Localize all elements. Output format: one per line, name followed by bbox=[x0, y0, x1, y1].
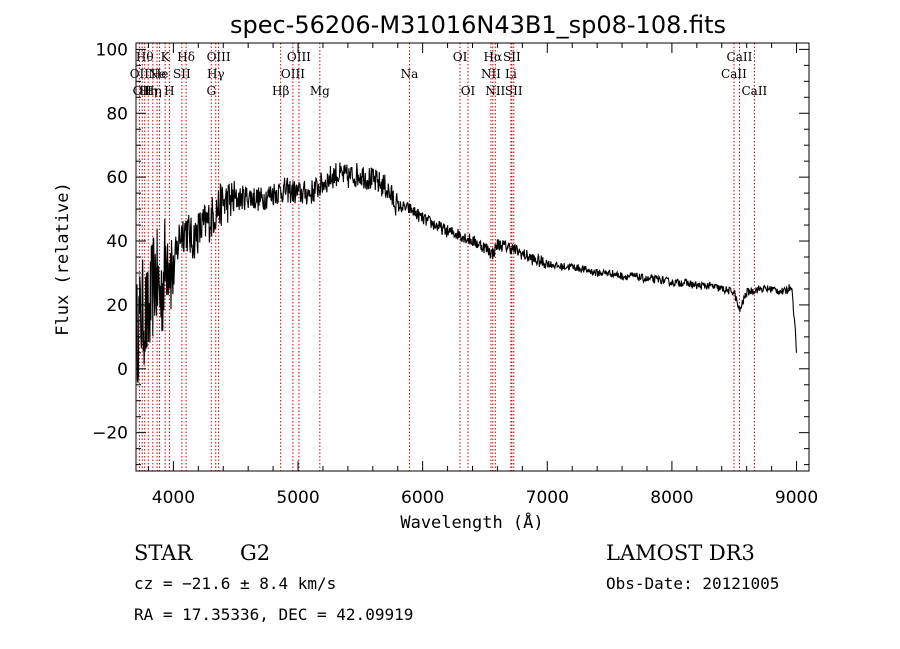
y-axis-label: Flux (relative) bbox=[53, 182, 73, 336]
emission-line-label: OII bbox=[133, 84, 153, 98]
x-tick-label: 8000 bbox=[650, 488, 693, 508]
redshift-text: cz = −21.6 ± 8.4 km/s bbox=[134, 574, 336, 593]
y-tick-label: 40 bbox=[106, 232, 128, 252]
emission-line-label: SII bbox=[173, 67, 191, 81]
x-axis-label: Wavelength (Å) bbox=[400, 511, 543, 533]
emission-line-label: OIII bbox=[287, 50, 311, 64]
y-tick-label: 0 bbox=[117, 360, 128, 380]
emission-line-label: He bbox=[151, 67, 169, 81]
emission-line-label: OIII bbox=[281, 67, 305, 81]
y-tick-label: 60 bbox=[106, 168, 128, 188]
emission-line-label: Hη bbox=[139, 84, 157, 98]
emission-line-label: K bbox=[161, 50, 171, 64]
emission-line-label: Ne bbox=[148, 67, 166, 81]
emission-line-label: Na bbox=[401, 67, 419, 81]
y-tick-label: 20 bbox=[106, 296, 128, 316]
emission-line-label: Li bbox=[505, 67, 517, 81]
plot-frame bbox=[135, 42, 810, 472]
x-tick-label: 9000 bbox=[775, 488, 818, 508]
emission-line-label: H bbox=[164, 84, 174, 98]
emission-line-label: Hβ bbox=[272, 84, 289, 98]
y-axis-ticks: −20 0 20 40 60 80 100 bbox=[92, 40, 809, 466]
chart-title: spec-56206-M31016N43B1_sp08-108.fits bbox=[230, 11, 726, 39]
emission-line-label: Hγ bbox=[207, 67, 225, 81]
object-subclass: G2 bbox=[240, 541, 270, 565]
emission-line-label: Hη bbox=[144, 84, 162, 98]
emission-line-label: CaII bbox=[727, 50, 753, 64]
x-tick-label: 7000 bbox=[526, 488, 569, 508]
object-class: STAR bbox=[134, 541, 193, 565]
x-tick-label: 6000 bbox=[401, 488, 444, 508]
emission-line-markers bbox=[138, 43, 755, 471]
emission-line-label: Hθ bbox=[136, 50, 154, 64]
x-tick-label: 4000 bbox=[152, 488, 195, 508]
x-tick-label: 5000 bbox=[276, 488, 319, 508]
emission-line-label: SII bbox=[503, 50, 521, 64]
emission-line-label: OI bbox=[461, 84, 476, 98]
x-axis-ticks: 4000 5000 6000 7000 8000 9000 bbox=[147, 43, 818, 508]
emission-line-label: NII bbox=[485, 84, 505, 98]
emission-line-label: OI bbox=[453, 50, 468, 64]
observation-date: Obs-Date: 20121005 bbox=[606, 574, 779, 593]
emission-line-label: OII bbox=[130, 67, 150, 81]
emission-line-label: OIII bbox=[207, 50, 231, 64]
emission-line-label: G bbox=[206, 84, 216, 98]
emission-line-label: Mg bbox=[310, 84, 330, 98]
y-tick-label: 80 bbox=[106, 104, 128, 124]
spectrum-series-line bbox=[135, 162, 798, 384]
emission-line-label: Hα bbox=[484, 50, 503, 64]
emission-line-label: NII bbox=[481, 67, 501, 81]
y-tick-label: −20 bbox=[92, 424, 128, 444]
emission-line-label: Hδ bbox=[177, 50, 195, 64]
coordinates-text: RA = 17.35336, DEC = 42.09919 bbox=[134, 605, 413, 624]
emission-line-label: SII bbox=[505, 84, 523, 98]
emission-line-label: CaII bbox=[741, 84, 767, 98]
y-tick-label: 100 bbox=[96, 40, 128, 60]
emission-line-label: CaII bbox=[721, 67, 747, 81]
survey-name: LAMOST DR3 bbox=[606, 541, 755, 565]
